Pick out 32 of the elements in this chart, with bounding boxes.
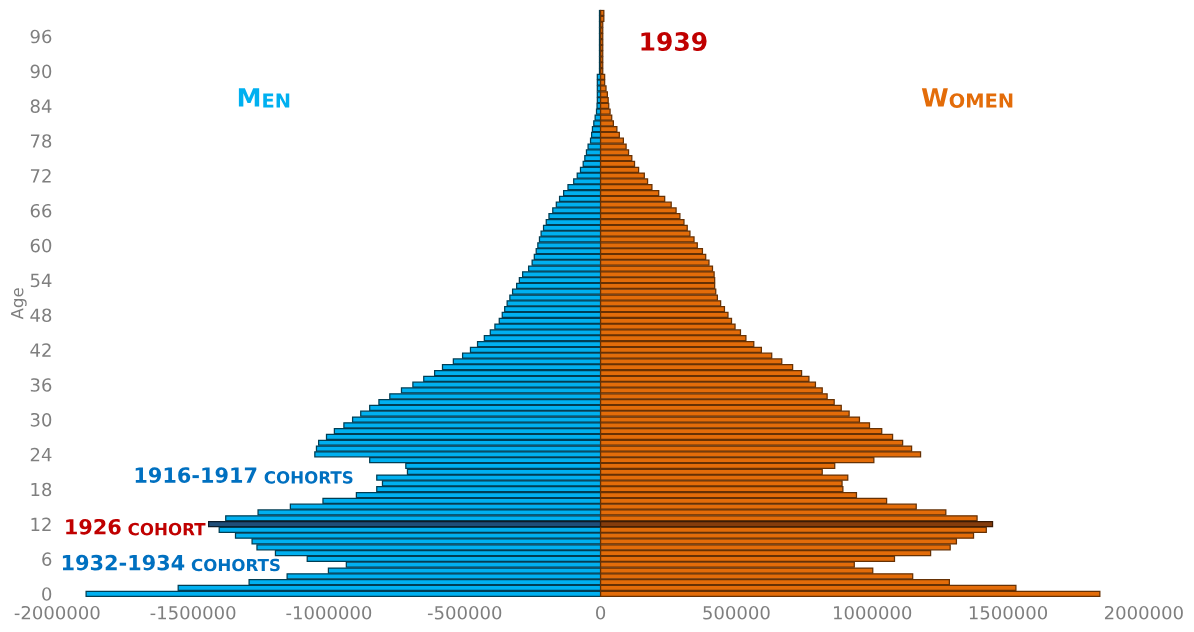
x-tick-label: -2000000 [14, 605, 100, 620]
x-tick-label: -1000000 [286, 605, 372, 620]
x-tick-label: -500000 [427, 605, 502, 620]
y-tick-label: 54 [30, 273, 52, 288]
y-axis-title: Age [11, 288, 27, 320]
y-tick-label: 78 [30, 134, 52, 148]
annotation: 1916-1917 COHORTS [135, 467, 353, 484]
y-tick-label: 66 [30, 203, 52, 218]
y-tick-label: 96 [30, 29, 52, 44]
x-tick-label: 2000000 [1104, 605, 1183, 620]
text: 1939 [641, 32, 707, 51]
y-tick-label: 36 [30, 378, 52, 392]
y-tick-label: 84 [30, 99, 52, 114]
annotation: 1932-1934 COHORTS [62, 554, 280, 572]
y-tick-label: 24 [30, 447, 52, 462]
x-tick-label: 1500000 [969, 605, 1048, 620]
annotation: 1926 COHORT [66, 518, 206, 536]
y-tick-label: 60 [30, 238, 52, 253]
y-tick-label: 90 [30, 64, 52, 79]
text: MEN [238, 88, 290, 108]
x-tick-label: 500000 [703, 605, 770, 620]
y-tick-label: 0 [42, 587, 52, 601]
y-tick-label: 6 [42, 552, 52, 567]
x-tick-label: 1000000 [833, 605, 912, 620]
x-tick-label: 0 [596, 605, 606, 620]
y-tick-label: 12 [31, 517, 51, 531]
x-tick-label: -1500000 [150, 605, 236, 620]
y-tick-label: 42 [30, 343, 51, 357]
y-tick-label: 72 [30, 169, 51, 183]
y-tick-label: 48 [30, 308, 52, 323]
y-tick-label: 18 [31, 482, 52, 497]
y-tick-label: 30 [30, 412, 52, 427]
